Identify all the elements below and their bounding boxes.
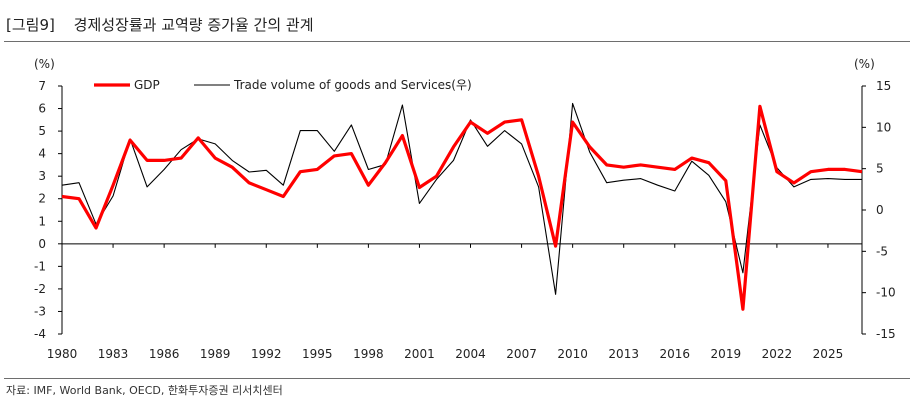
- left-tick-label: 7: [38, 79, 46, 93]
- right-tick-label: 10: [876, 120, 891, 134]
- title-rule: [4, 41, 910, 42]
- gdp-series-line: [61, 104, 863, 311]
- chart-title: [그림9] 경제성장률과 교역량 증가율 간의 관계: [6, 14, 314, 35]
- right-tick-label: 5: [876, 162, 884, 176]
- right-axis-unit: (%): [854, 57, 875, 71]
- figure-tag: [그림9]: [6, 16, 55, 34]
- left-tick-label: -3: [34, 304, 46, 318]
- x-tick-label: 2025: [813, 347, 844, 361]
- x-tick-label: 1989: [200, 347, 231, 361]
- right-tick-label: -15: [876, 327, 896, 341]
- right-tick-label: 15: [876, 79, 891, 93]
- x-tick-label: 1986: [149, 347, 180, 361]
- left-tick-label: 4: [38, 147, 46, 161]
- x-tick-label: 1983: [98, 347, 129, 361]
- legend-trade-label: Trade volume of goods and Services(우): [233, 78, 472, 92]
- legend-gdp-label: GDP: [134, 78, 160, 92]
- right-tick-label: -5: [876, 244, 888, 258]
- x-tick-label: 2022: [762, 347, 793, 361]
- left-tick-label: 6: [38, 102, 46, 116]
- left-axis-unit: (%): [34, 57, 55, 71]
- figure-title-text: 경제성장률과 교역량 증가율 간의 관계: [73, 16, 314, 34]
- left-tick-label: -2: [34, 282, 46, 296]
- left-tick-label: 3: [38, 169, 46, 183]
- x-tick-label: 2013: [608, 347, 639, 361]
- left-tick-label: -4: [34, 327, 46, 341]
- left-tick-label: -1: [34, 259, 46, 273]
- x-tick-label: 1998: [353, 347, 384, 361]
- left-tick-label: 0: [38, 237, 46, 251]
- x-tick-label: 2001: [404, 347, 435, 361]
- x-tick-label: 2019: [711, 347, 742, 361]
- source-rule: [4, 378, 910, 379]
- left-tick-label: 2: [38, 192, 46, 206]
- left-tick-label: 5: [38, 124, 46, 138]
- x-tick-label: 2004: [455, 347, 486, 361]
- x-tick-label: 1980: [47, 347, 78, 361]
- x-tick-label: 2016: [659, 347, 690, 361]
- left-tick-label: 1: [38, 214, 46, 228]
- x-tick-label: 2007: [506, 347, 537, 361]
- source-note: 자료: IMF, World Bank, OECD, 한화투자증권 리서치센터: [6, 384, 283, 397]
- x-tick-label: 1992: [251, 347, 282, 361]
- x-tick-label: 2010: [557, 347, 588, 361]
- right-tick-label: 0: [876, 203, 884, 217]
- right-tick-label: -10: [876, 286, 896, 300]
- x-tick-label: 1995: [302, 347, 333, 361]
